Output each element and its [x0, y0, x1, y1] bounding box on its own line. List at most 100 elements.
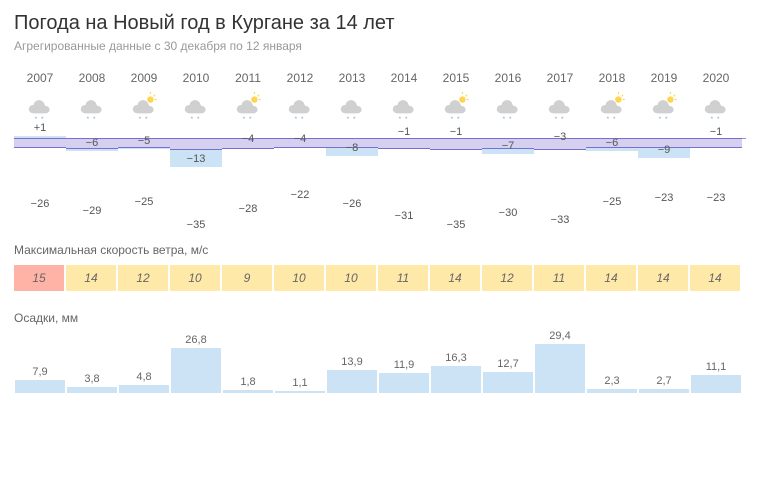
- temp-high-label: −8: [326, 142, 378, 154]
- svg-text:*: *: [353, 116, 356, 123]
- weather-icon: **: [690, 91, 742, 123]
- weather-icon: **: [274, 91, 326, 123]
- subtitle: Агрегированные данные с 30 декабря по 12…: [14, 39, 746, 53]
- wind-cell: 10: [170, 265, 220, 291]
- temp-high-label: −6: [66, 137, 118, 149]
- year-label: 2008: [66, 71, 118, 85]
- wind-section-title: Максимальная скорость ветра, м/с: [14, 243, 746, 257]
- wind-cell: 15: [14, 265, 64, 291]
- precip-bar: [379, 373, 429, 393]
- year-label: 2007: [14, 71, 66, 85]
- year-label: 2020: [690, 71, 742, 85]
- precip-column: 26,8: [170, 334, 222, 393]
- temp-low-label: −22: [274, 189, 326, 201]
- precip-column: 2,3: [586, 375, 638, 393]
- temp-high-label: −4: [222, 133, 274, 145]
- svg-text:*: *: [613, 116, 616, 123]
- precip-label: 12,7: [497, 358, 518, 370]
- temp-high-label: −9: [638, 144, 690, 156]
- years-row: 2007200820092010201120122013201420152016…: [14, 71, 746, 85]
- precip-column: 1,1: [274, 377, 326, 393]
- year-label: 2011: [222, 71, 274, 85]
- precip-bar: [327, 370, 377, 393]
- temp-low-label: −25: [586, 196, 638, 208]
- svg-text:*: *: [87, 116, 90, 123]
- precip-bar: [691, 375, 741, 394]
- year-label: 2009: [118, 71, 170, 85]
- svg-text:*: *: [295, 116, 298, 123]
- precip-label: 3,8: [84, 373, 99, 385]
- svg-text:*: *: [665, 116, 668, 123]
- precip-chart: 7,93,84,826,81,81,113,911,916,312,729,42…: [14, 333, 746, 393]
- temp-high-label: −5: [118, 135, 170, 147]
- temp-low-label: −28: [222, 203, 274, 215]
- temp-low-bar: [430, 138, 482, 150]
- precip-column: 11,9: [378, 359, 430, 393]
- precip-column: 16,3: [430, 352, 482, 393]
- svg-text:*: *: [249, 116, 252, 123]
- wind-cell: 10: [274, 265, 324, 291]
- svg-text:*: *: [405, 116, 408, 123]
- precip-column: 1,8: [222, 376, 274, 393]
- precip-label: 16,3: [445, 352, 466, 364]
- year-label: 2012: [274, 71, 326, 85]
- wind-cell: 10: [326, 265, 376, 291]
- precip-bar: [587, 389, 637, 393]
- wind-cell: 11: [534, 265, 584, 291]
- svg-text:*: *: [711, 116, 714, 123]
- year-label: 2015: [430, 71, 482, 85]
- wind-cell: 14: [66, 265, 116, 291]
- precip-column: 29,4: [534, 330, 586, 393]
- precip-section-title: Осадки, мм: [14, 311, 746, 325]
- svg-text:*: *: [503, 116, 506, 123]
- year-label: 2013: [326, 71, 378, 85]
- precip-label: 1,8: [240, 376, 255, 388]
- precip-label: 11,1: [706, 361, 727, 373]
- weather-icon: **: [638, 91, 690, 123]
- weather-icon: **: [482, 91, 534, 123]
- year-label: 2019: [638, 71, 690, 85]
- wind-cell: 14: [638, 265, 688, 291]
- temp-low-label: −35: [430, 219, 482, 231]
- temp-high-label: −4: [274, 133, 326, 145]
- svg-text:*: *: [659, 116, 662, 123]
- temp-high-label: −6: [586, 137, 638, 149]
- precip-bar: [483, 372, 533, 393]
- temp-low-bar: [14, 138, 66, 149]
- precip-column: 4,8: [118, 371, 170, 393]
- temp-high-label: −7: [482, 140, 534, 152]
- wind-cell: 14: [586, 265, 636, 291]
- weather-icon: **: [534, 91, 586, 123]
- weather-icon: **: [378, 91, 430, 123]
- temp-low-label: −30: [482, 207, 534, 219]
- precip-column: 7,9: [14, 366, 66, 393]
- weather-icon: **: [222, 91, 274, 123]
- temp-high-label: −1: [690, 126, 742, 138]
- temp-low-label: −23: [638, 192, 690, 204]
- temp-high-label: +1: [14, 122, 66, 134]
- temp-low-label: −26: [326, 198, 378, 210]
- year-label: 2014: [378, 71, 430, 85]
- svg-text:*: *: [561, 116, 564, 123]
- temp-high-label: −3: [534, 131, 586, 143]
- svg-text:*: *: [555, 116, 558, 123]
- precip-label: 4,8: [136, 371, 151, 383]
- temp-high-label: −13: [170, 153, 222, 165]
- svg-text:*: *: [399, 116, 402, 123]
- precip-bar: [15, 380, 65, 393]
- temp-high-label: −1: [430, 126, 482, 138]
- temp-low-label: −23: [690, 192, 742, 204]
- wind-cell: 9: [222, 265, 272, 291]
- svg-text:*: *: [93, 116, 96, 123]
- weather-icon: **: [170, 91, 222, 123]
- precip-column: 2,7: [638, 375, 690, 394]
- year-label: 2017: [534, 71, 586, 85]
- temp-low-bar: [378, 138, 430, 150]
- wind-cell: 11: [378, 265, 428, 291]
- precip-label: 1,1: [292, 377, 307, 389]
- svg-text:*: *: [145, 116, 148, 123]
- precip-bar: [223, 390, 273, 393]
- svg-text:*: *: [191, 116, 194, 123]
- year-label: 2010: [170, 71, 222, 85]
- temp-low-label: −33: [534, 214, 586, 226]
